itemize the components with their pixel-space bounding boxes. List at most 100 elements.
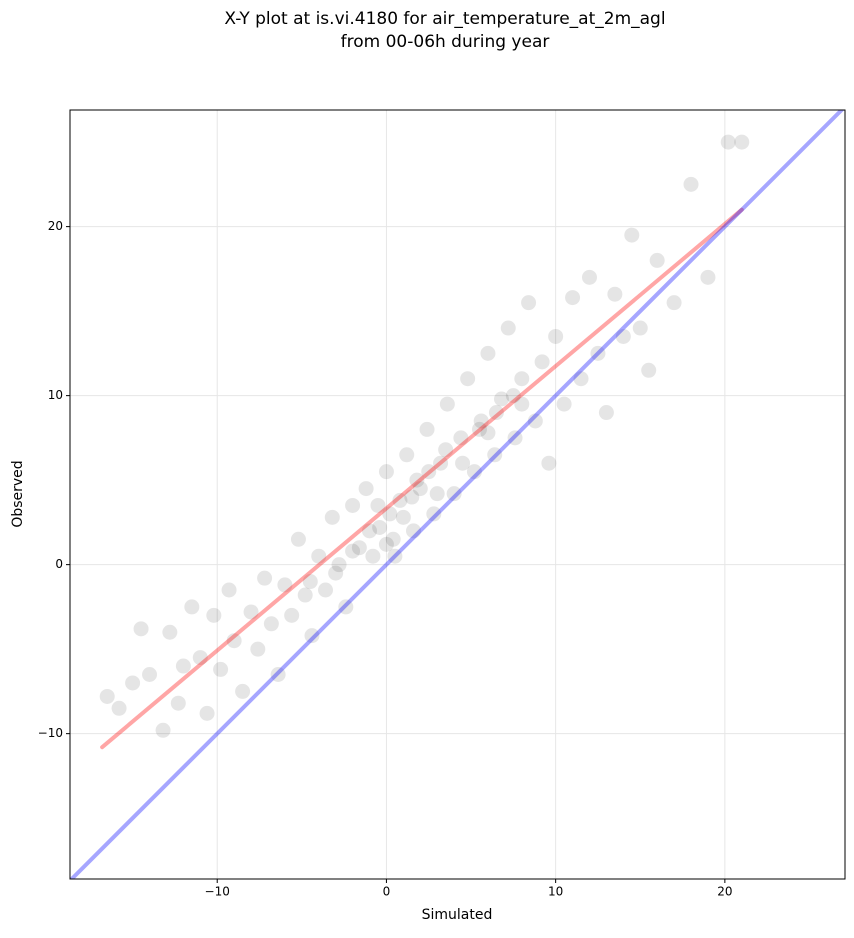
scatter-point [409,472,425,488]
scatter-point [500,320,516,336]
scatter-point [412,481,428,497]
y-tick-label: 20 [48,219,63,233]
scatter-point [133,621,149,637]
scatter-point [527,413,543,429]
scatter-point [590,345,606,361]
scatter-point [521,295,537,311]
scatter-point [302,574,318,590]
scatter-point [199,705,215,721]
scatter-point [480,425,496,441]
y-tick-label: 0 [55,557,63,571]
scatter-point [514,371,530,387]
chart-title: X-Y plot at is.vi.4180 for air_temperatu… [224,9,665,29]
scatter-point [155,722,171,738]
scatter-point [257,570,273,586]
scatter-point [548,328,564,344]
scatter-point [170,695,186,711]
scatter-point [581,269,597,285]
x-tick-label: 0 [383,885,391,899]
chart-title: from 00-06h during year [341,32,550,52]
scatter-point [406,523,422,539]
scatter-point [162,624,178,640]
x-tick-label: −10 [205,885,230,899]
scatter-point [226,633,242,649]
scatter-point [466,464,482,480]
scatter-point [358,481,374,497]
scatter-point [446,486,462,502]
scatter-point [615,328,631,344]
scatter-point [372,519,388,535]
scatter-point [666,295,682,311]
scatter-point [338,599,354,615]
scatter-point [438,442,454,458]
scatter-point [304,628,320,644]
scatter-point [175,658,191,674]
scatter-point [192,650,208,666]
scatter-point [365,548,381,564]
scatter-point [426,506,442,522]
scatter-point [184,599,200,615]
scatter-point [328,565,344,581]
scatter-point [598,405,614,421]
scatter-point [213,661,229,677]
scatter-point [399,447,415,463]
scatter-point [395,509,411,525]
scatter-point [378,464,394,480]
scatter-point [284,607,300,623]
scatter-point [541,455,557,471]
scatter-point [243,604,259,620]
scatter-point [324,509,340,525]
scatter-point [290,531,306,547]
scatter-point [378,536,394,552]
scatter-point [111,700,127,716]
scatter-point [471,421,487,437]
scatter-point [534,354,550,370]
scatter-point [250,641,266,657]
x-tick-label: 10 [548,885,563,899]
scatter-point [311,548,327,564]
scatter-point [421,464,437,480]
grid [70,110,845,879]
scatter-point [99,688,115,704]
scatter-point [607,286,623,302]
scatter-point [641,362,657,378]
scatter-point [480,345,496,361]
scatter-point [473,413,489,429]
scatter-point [507,430,523,446]
plot-frame [69,109,846,880]
y-tick-label: −10 [38,726,63,740]
scatter-point [649,252,665,268]
scatter-point [433,455,449,471]
scatter-point [387,548,403,564]
scatter-point [453,430,469,446]
scatter-point [487,447,503,463]
scatter-point [404,489,420,505]
fit-line [70,110,845,879]
scatter-point [460,371,476,387]
scatter-point [331,557,347,573]
scatter-point [270,666,286,682]
y-tick-label: 10 [48,388,63,402]
scatter-point [624,227,640,243]
scatter-point [318,582,334,598]
scatter-point [277,577,293,593]
scatter-point [573,371,589,387]
scatter-point [297,587,313,603]
scatter-point [351,540,367,556]
scatter-point [493,391,509,407]
plot-area [70,110,845,879]
scatter-point [565,290,581,306]
scatter-point [362,523,378,539]
scatter-point [370,497,386,513]
scatter-point [505,388,521,404]
scatter-point [392,492,408,508]
scatter-point [235,683,251,699]
scatter-point [345,543,361,559]
scatter-point [142,666,158,682]
scatter-point [221,582,237,598]
scatter-point [632,320,648,336]
scatter-point [385,531,401,547]
scatter-point [439,396,455,412]
scatter-point [345,497,361,513]
